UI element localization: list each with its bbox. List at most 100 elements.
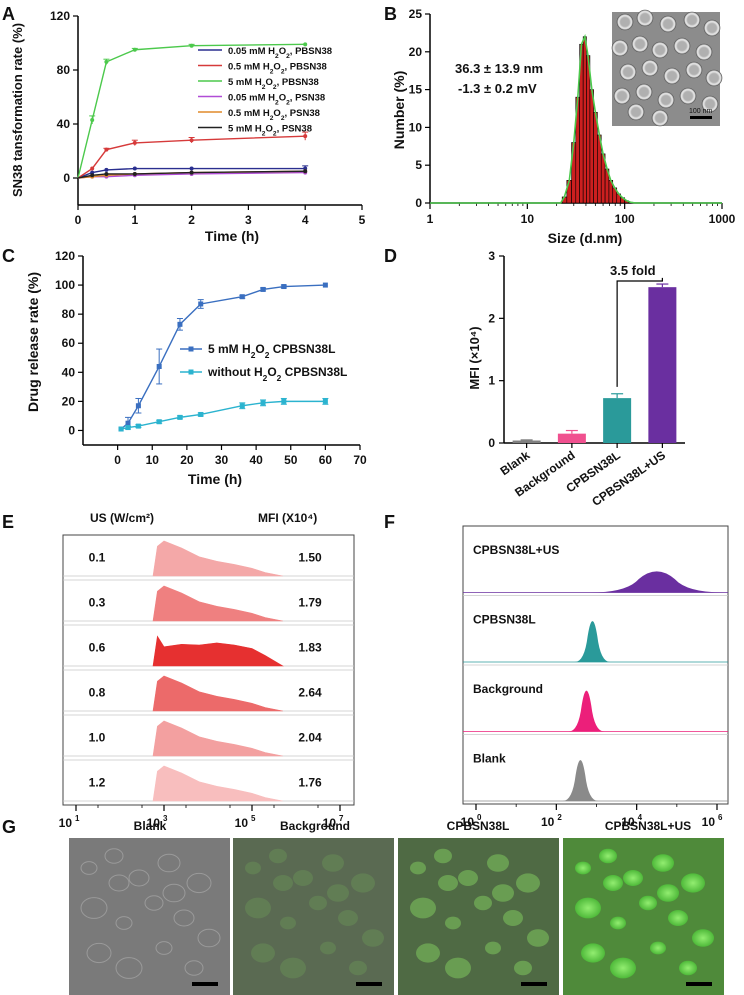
cell — [610, 957, 636, 979]
data-point — [104, 59, 109, 64]
x-tick-label: 40 — [249, 453, 263, 467]
micrograph-blank — [69, 838, 230, 995]
x-tick-label: 3 — [245, 213, 252, 227]
cell — [639, 895, 657, 911]
panel-label-b: B — [384, 4, 397, 24]
series-line — [120, 400, 326, 430]
y-tick-label: 15 — [409, 83, 423, 97]
chart-a-axes: 0 40 80 120 0 1 2 3 4 5 — [50, 9, 366, 227]
histogram-peak — [574, 621, 611, 662]
cell — [581, 943, 605, 963]
y-tick-label: 0 — [68, 423, 75, 437]
us-value: 0.8 — [89, 686, 106, 700]
micrograph-label-cpbsn38l: CPBSN38L — [447, 819, 510, 833]
cell — [575, 861, 591, 875]
y-tick-label: 2 — [488, 311, 495, 325]
data-point — [156, 419, 162, 425]
cell — [474, 895, 492, 911]
us-value: 0.1 — [89, 551, 106, 565]
x-tick-exponent: 3 — [163, 814, 168, 823]
mfi-value: 1.50 — [298, 551, 322, 565]
cell — [362, 929, 384, 947]
chart-e-col-left: US (W/cm²) — [90, 511, 154, 525]
x-tick-exponent: 0 — [477, 813, 482, 822]
micrographs: Blank Background CPBSN38L CPBSN38L+US — [69, 819, 724, 995]
cell-outline — [80, 861, 98, 875]
histogram-peak — [152, 540, 283, 577]
data-point — [177, 321, 183, 327]
data-point — [303, 134, 308, 139]
data-point — [239, 294, 245, 300]
tem-vesicle — [641, 59, 659, 77]
cell — [445, 957, 471, 979]
data-point — [132, 47, 137, 52]
legend-marker — [188, 369, 194, 375]
micrograph-label-cpbsn38l-us: CPBSN38L+US — [605, 819, 691, 833]
chart-c-legend: 5 mM H2O2 CPBSN38L without H2O2 CPBSN38L — [180, 342, 347, 383]
histogram-peak — [152, 720, 283, 757]
cell — [527, 929, 549, 947]
cell — [610, 916, 626, 930]
cell — [269, 848, 287, 864]
micrograph-label-blank: Blank — [134, 819, 167, 833]
chart-a-xlabel: Time (h) — [205, 228, 259, 244]
x-tick-label: 10 — [235, 816, 249, 830]
cell — [599, 848, 617, 864]
data-point — [125, 425, 131, 431]
cell-outline — [155, 941, 173, 955]
cell — [668, 910, 688, 926]
legend-label: 0.05 mM H2O2, PBSN38 — [228, 46, 332, 60]
tem-vesicle — [611, 39, 629, 57]
series-line — [77, 43, 306, 179]
cell — [652, 854, 674, 872]
tem-vesicle — [636, 9, 654, 27]
data-point — [322, 398, 328, 404]
cell — [410, 861, 426, 875]
data-point — [132, 171, 137, 176]
data-point — [104, 167, 109, 172]
panel-label-a: A — [2, 4, 15, 24]
data-point — [135, 403, 141, 409]
x-tick-exponent: 4 — [638, 813, 643, 822]
data-point — [303, 169, 308, 174]
legend-label: 5 mM H2O2, PBSN38 — [228, 77, 319, 91]
data-point — [90, 166, 95, 171]
cell — [338, 910, 358, 926]
bar — [557, 433, 586, 443]
scale-bar — [192, 982, 218, 986]
data-point — [189, 138, 194, 143]
data-point — [156, 363, 162, 369]
tem-vesicle — [683, 11, 701, 29]
chart-a-ylabel: SN38 tansformation rate (%) — [10, 23, 25, 197]
data-point — [303, 42, 308, 47]
tem-vesicle — [635, 83, 653, 101]
cell — [349, 960, 367, 976]
data-point — [198, 411, 204, 417]
panel-label-e: E — [2, 512, 14, 532]
tem-vesicle — [685, 61, 703, 79]
fold-bracket — [616, 277, 663, 387]
cell — [487, 854, 509, 872]
cell — [692, 929, 714, 947]
cell-outline — [104, 848, 124, 864]
cell-outline — [197, 928, 221, 948]
cell-outline — [144, 895, 164, 911]
y-tick-label: 80 — [57, 63, 71, 77]
data-point — [125, 420, 131, 426]
cell — [438, 875, 458, 891]
tem-vesicle — [631, 35, 649, 53]
mfi-value: 2.04 — [298, 731, 322, 745]
cell-outline — [115, 957, 143, 979]
x-tick-label: 0 — [114, 453, 121, 467]
cell — [280, 916, 296, 930]
chart-a: 0 40 80 120 0 1 2 3 4 5 0.05 mM H2O2, PBSN38 0.5 m… — [10, 9, 366, 244]
size-bar — [586, 55, 591, 204]
cell — [251, 943, 275, 963]
tem-scale-label: 100 nm — [689, 108, 713, 115]
cell-outline — [115, 916, 133, 930]
micrograph-cpbsn38l — [398, 838, 559, 995]
histogram-peak — [562, 760, 599, 801]
